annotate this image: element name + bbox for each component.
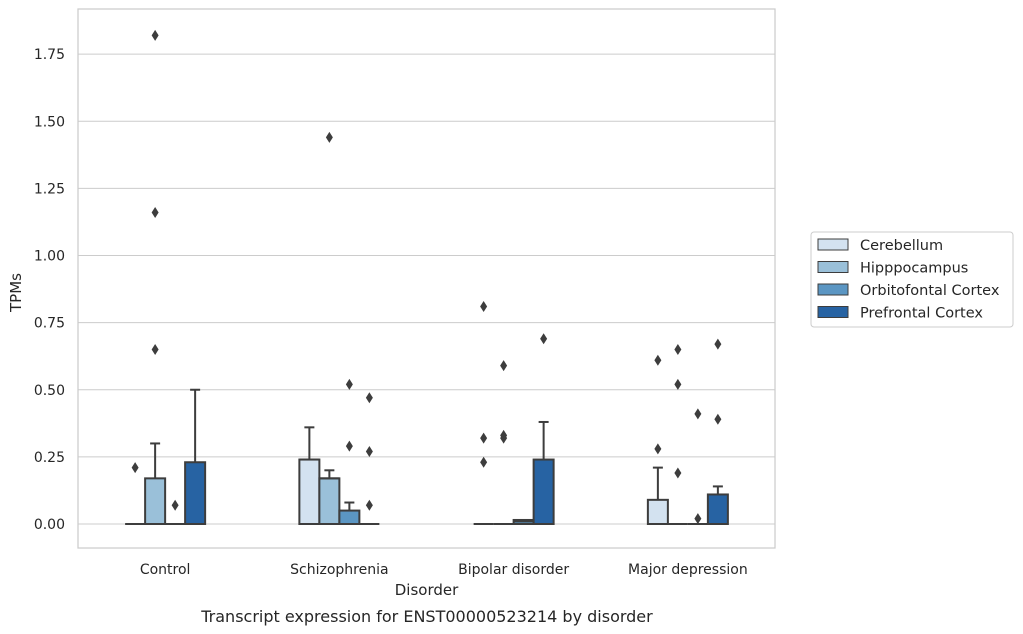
y-tick-label: 1.25 (34, 181, 65, 197)
x-tick-label: Major depression (628, 562, 748, 578)
box-group (125, 462, 146, 525)
y-tick-label: 1.00 (34, 249, 65, 265)
outlier-point (500, 360, 508, 372)
box-group (144, 29, 167, 526)
box (646, 498, 669, 525)
legend-swatch (817, 283, 849, 296)
legend-label: Prefrontal Cortex (860, 306, 983, 322)
box-group (338, 378, 361, 526)
outlier-point (480, 456, 488, 468)
box (298, 458, 321, 525)
legend-swatch (817, 238, 849, 251)
outlier-point (151, 207, 159, 219)
y-tick-label: 0.00 (34, 517, 65, 533)
y-axis-label: TPMs (7, 273, 25, 313)
y-tick-label: 1.75 (34, 47, 65, 63)
outlier-point (171, 499, 179, 511)
outlier-point (654, 354, 662, 366)
box (338, 509, 361, 526)
outlier-point (694, 408, 702, 420)
box (706, 493, 729, 525)
outlier-point (325, 131, 333, 143)
x-tick-label: Bipolar disorder (458, 562, 569, 578)
outlier-point (654, 443, 662, 455)
outlier-point (480, 301, 488, 313)
outlier-point (151, 343, 159, 355)
box-group (512, 518, 535, 525)
legend-label: Hipppocampus (860, 261, 968, 277)
box (184, 461, 207, 525)
y-tick-labels: 0.00 0.25 0.50 0.75 1.00 1.25 1.50 1.75 (34, 47, 65, 533)
outlier-point (674, 467, 682, 479)
outlier-point (540, 333, 548, 345)
y-tick-label: 1.50 (34, 114, 65, 130)
legend-swatch (817, 306, 849, 318)
box-group (706, 338, 729, 525)
outlier-point (365, 446, 373, 458)
y-tick-label: 0.50 (34, 383, 65, 399)
box-group (667, 343, 688, 525)
outlier-point (131, 462, 139, 474)
legend: Cerebellum Hipppocampus Orbitofontal Corte… (810, 231, 1014, 328)
outlier-point (345, 440, 353, 452)
y-tick-label: 0.25 (34, 450, 65, 466)
box-group (318, 131, 341, 526)
legend-frame (810, 231, 1014, 328)
outlier-point (151, 29, 159, 41)
outlier-point (674, 378, 682, 390)
x-tick-label: Control (140, 562, 191, 578)
plot-frame (77, 8, 776, 549)
outlier-point (365, 499, 373, 511)
box (318, 477, 341, 526)
outlier-point (365, 392, 373, 404)
outlier-point (500, 429, 508, 441)
box (532, 458, 555, 525)
box-group (493, 360, 514, 525)
box (144, 477, 167, 526)
box-group (646, 354, 669, 525)
box-group (184, 388, 207, 525)
chart-caption: Transcript expression for ENST0000052321… (200, 607, 653, 626)
box-plots (125, 29, 729, 526)
legend-label: Cerebellum (860, 238, 943, 254)
box-group (532, 333, 555, 525)
outlier-point (674, 343, 682, 355)
box-group (687, 408, 708, 525)
x-tick-labels: Control Schizophrenia Bipolar disorder Majo… (140, 562, 748, 578)
box-group (359, 392, 380, 525)
x-axis-label: Disorder (395, 581, 459, 599)
x-tick-label: Schizophrenia (290, 562, 388, 578)
legend-label: Orbitofontal Cortex (860, 283, 1000, 299)
gridlines (78, 53, 775, 525)
legend-swatch (817, 261, 849, 273)
outlier-point (714, 338, 722, 350)
outlier-point (714, 413, 722, 425)
y-tick-label: 0.75 (34, 316, 65, 332)
outlier-point (345, 378, 353, 390)
outlier-point (480, 432, 488, 444)
box-group (165, 499, 186, 525)
outlier-point (694, 513, 702, 525)
box-group (298, 426, 321, 525)
box-group (473, 301, 494, 525)
